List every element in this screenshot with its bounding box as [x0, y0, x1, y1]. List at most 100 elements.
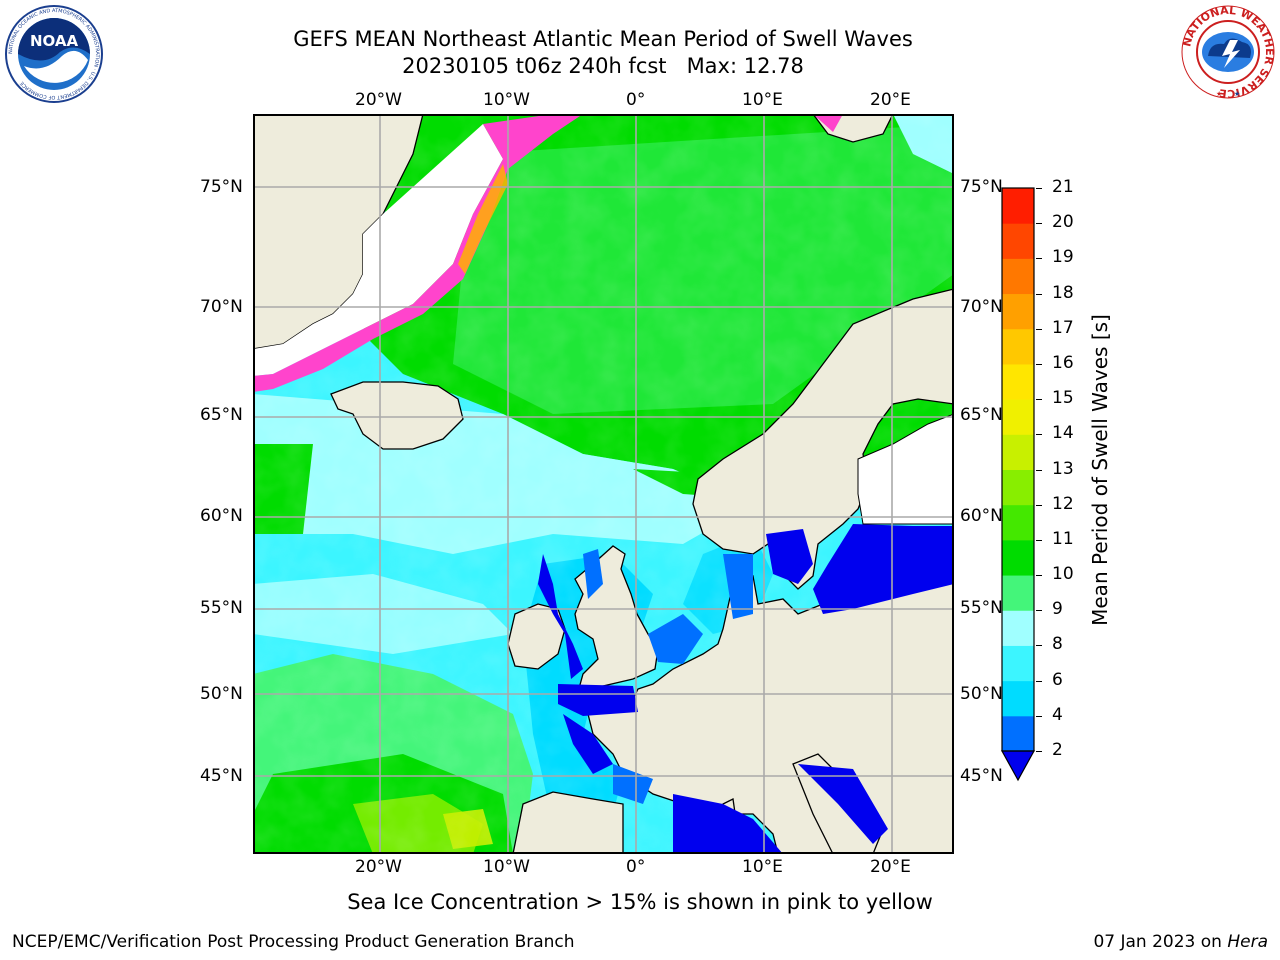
adriatic-low — [798, 764, 888, 844]
land-masses — [253, 114, 954, 854]
low-period-seas — [538, 524, 954, 854]
skagerrak-low — [766, 529, 813, 584]
colorbar-segment — [1002, 715, 1034, 752]
lat-label-right-75n: 75°N — [960, 177, 1003, 197]
lat-label-left-55n: 55°N — [200, 598, 243, 618]
lat-label-right-50n: 50°N — [960, 684, 1003, 704]
lon-label-top-10e: 10°E — [742, 90, 783, 110]
colorbar-tick-label: 17 — [1052, 317, 1074, 338]
noaa-logo: NOAA NATIONAL OCEANIC AND ATMOSPHERIC AD… — [5, 5, 103, 103]
colorbar-segment — [1002, 610, 1034, 646]
colorbar-segment — [1002, 504, 1034, 541]
nws-logo: NATIONAL WEATHER SERVICE ★ ★ — [1180, 4, 1276, 100]
svg-text:NOAA: NOAA — [30, 32, 79, 50]
svg-text:★: ★ — [1216, 90, 1222, 98]
colorbar-segment — [1002, 258, 1034, 295]
colorbar-tick — [1036, 645, 1042, 647]
colorbar-tick-label: 10 — [1052, 564, 1074, 585]
colorbar-segment — [1002, 469, 1034, 506]
colorbar-tick-label: 20 — [1052, 212, 1074, 233]
iberia — [512, 791, 624, 854]
svg-text:★: ★ — [1234, 90, 1240, 98]
colorbar-segment — [1002, 399, 1034, 435]
lat-label-right-60n: 60°N — [960, 506, 1003, 526]
colorbar-ticks: 2 4 6 8 9 10 11 12 13 14 15 16 17 18 19 20 21 — [1036, 177, 1096, 786]
lon-label-bottom-0: 0° — [626, 857, 646, 877]
colorbar-tick-label: 18 — [1052, 282, 1074, 303]
mediterranean-low — [673, 794, 783, 854]
lat-label-left-50n: 50°N — [200, 684, 243, 704]
colorbar-title: Mean Period of Swell Waves [s] — [1088, 314, 1112, 626]
lat-label-left-75n: 75°N — [200, 177, 243, 197]
colorbar-tick — [1036, 258, 1042, 260]
english-channel-low — [558, 684, 638, 716]
colorbar-tick-label: 2 — [1052, 740, 1063, 760]
lat-label-left-60n: 60°N — [200, 506, 243, 526]
colorbar-segment — [1002, 293, 1034, 330]
swell-period-map[interactable] — [253, 114, 954, 854]
lon-label-top-20e: 20°E — [870, 90, 911, 110]
colorbar-tick-label: 16 — [1052, 352, 1074, 373]
colorbar-tick-label: 9 — [1052, 599, 1063, 620]
lat-label-left-65n: 65°N — [200, 405, 243, 425]
graticule — [253, 114, 954, 854]
colorbar-segment — [1002, 363, 1034, 400]
colorbar-tick-label: 8 — [1052, 634, 1063, 655]
lon-label-top-10w: 10°W — [483, 90, 530, 110]
lat-label-left-45n: 45°N — [200, 766, 243, 786]
biscay-low — [563, 714, 613, 774]
bothnia-nodata — [857, 413, 954, 525]
colorbar-segment — [1002, 680, 1034, 717]
colorbar-tick-label: 11 — [1052, 528, 1074, 549]
chart-subtitle: 20230105 t06z 240h fcst Max: 12.78 — [402, 54, 804, 78]
colorbar-tick — [1036, 610, 1042, 612]
colorbar-segment — [1002, 188, 1034, 224]
chart-title: GEFS MEAN Northeast Atlantic Mean Period… — [293, 27, 913, 51]
colorbar-segment — [1002, 539, 1034, 576]
map-frame — [253, 114, 954, 854]
colorbar-tick — [1036, 751, 1042, 752]
lon-label-bottom-20w: 20°W — [355, 857, 402, 877]
colorbar-tick — [1036, 504, 1042, 506]
colorbar-tick — [1036, 715, 1042, 717]
lat-label-right-70n: 70°N — [960, 297, 1003, 317]
colorbar-tick — [1036, 363, 1042, 365]
lon-label-bottom-10e: 10°E — [742, 857, 783, 877]
iceland — [330, 381, 464, 450]
colorbar-tick-label: 14 — [1052, 423, 1074, 444]
colorbar-tick-label: 4 — [1052, 704, 1063, 725]
colorbar-extend-arrow — [1000, 750, 1036, 782]
colorbar-segment — [1002, 223, 1034, 259]
lat-label-right-45n: 45°N — [960, 766, 1003, 786]
footer-host: Hera — [1227, 932, 1268, 952]
colorbar-tick-label: 21 — [1052, 177, 1074, 197]
colorbar-tick — [1036, 575, 1042, 577]
colorbar-tick — [1036, 188, 1042, 189]
colorbar-tick-label: 15 — [1052, 388, 1074, 409]
lat-label-right-55n: 55°N — [960, 598, 1003, 618]
colorbar-tick-label: 6 — [1052, 669, 1063, 690]
lon-label-top-20w: 20°W — [355, 90, 402, 110]
colorbar-tick-label: 12 — [1052, 493, 1074, 514]
colorbar-tick — [1036, 223, 1042, 225]
colorbar-segment — [1002, 575, 1034, 611]
colorbar-tick — [1036, 539, 1042, 541]
colorbar-tick-label: 13 — [1052, 458, 1074, 479]
ireland — [507, 603, 566, 670]
colorbar-tick — [1036, 680, 1042, 682]
footer-credit: NCEP/EMC/Verification Post Processing Pr… — [12, 932, 575, 952]
sea-ice-note: Sea Ice Concentration > 15% is shown in … — [347, 890, 933, 914]
baltic-low — [813, 524, 954, 614]
colorbar-segment — [1002, 434, 1034, 470]
lon-label-bottom-20e: 20°E — [870, 857, 911, 877]
colorbar-tick-label: 19 — [1052, 247, 1074, 268]
footer-date: 07 Jan 2023 on Hera — [1093, 932, 1268, 952]
colorbar-tick — [1036, 434, 1042, 436]
colorbar-tick — [1036, 399, 1042, 401]
lat-label-right-65n: 65°N — [960, 405, 1003, 425]
lon-label-top-0: 0° — [626, 90, 646, 110]
colorbar-tick — [1036, 293, 1042, 295]
lon-label-bottom-10w: 10°W — [483, 857, 530, 877]
colorbar-segment — [1002, 645, 1034, 682]
colorbar — [1000, 187, 1036, 782]
